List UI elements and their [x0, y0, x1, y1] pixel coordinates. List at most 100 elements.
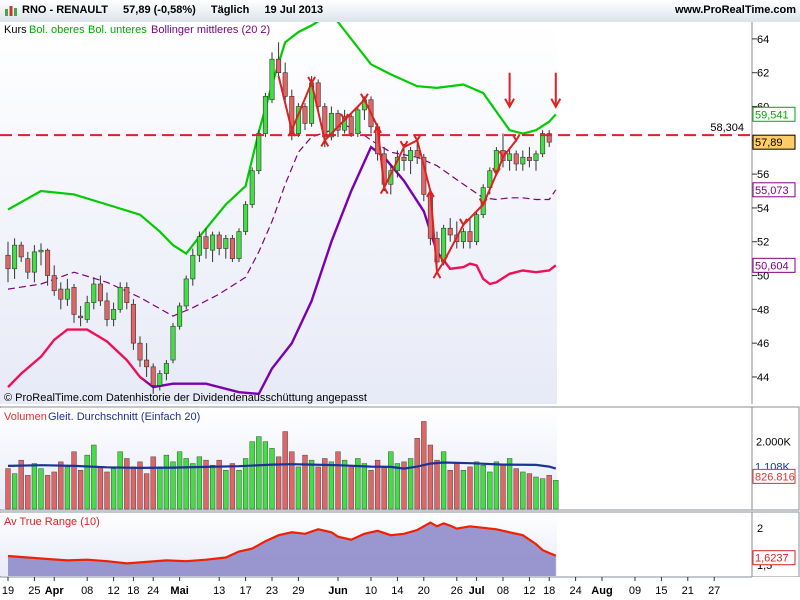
candle-body [203, 236, 209, 249]
volume-panel-border [0, 406, 800, 511]
reference-line-label: 58,304 [710, 122, 744, 134]
candle [25, 251, 31, 279]
last-volume-box [752, 468, 796, 484]
volume-future-area [557, 408, 752, 509]
last-bb-mid: 55,073 [755, 185, 789, 197]
candle-body [493, 150, 499, 172]
volume-ytick-label: 2.000K [756, 437, 792, 449]
x-tick-label: 08 [81, 585, 93, 597]
price-ytick-label: 56 [757, 169, 769, 181]
candle-body [130, 303, 136, 344]
atr-future-area [557, 513, 752, 576]
volume-bar [229, 463, 236, 510]
candle-body [144, 359, 150, 368]
volume-bar [170, 461, 176, 510]
candle [546, 130, 552, 148]
candle-body [210, 234, 216, 251]
atr-panel[interactable]: 21,5 1,6237 Av True Range (10) [0, 511, 800, 578]
candle-body [467, 231, 473, 243]
candle-body [262, 96, 268, 134]
period-label: Täglich [210, 4, 250, 16]
candle [507, 147, 513, 171]
volume-bar [407, 458, 414, 510]
candle [104, 292, 110, 327]
candle [144, 343, 150, 377]
volume-bar [513, 468, 519, 510]
volume-bar [341, 459, 348, 510]
candle [335, 109, 341, 137]
bb-lower-line [7, 145, 557, 396]
legend-atr: Av True Range (10) [4, 516, 100, 528]
candle [117, 282, 123, 313]
volume-bar [249, 441, 255, 510]
price-ytick-label: 62 [757, 68, 769, 80]
volume-bar [183, 458, 189, 510]
x-tick-label: 08 [497, 585, 509, 597]
candle [269, 52, 275, 104]
volume-bar [302, 454, 308, 510]
zigzag-arrowhead [478, 198, 488, 207]
volume-bar [77, 470, 84, 510]
zigzag-arrowhead [360, 93, 369, 102]
x-tick-label: 24 [147, 585, 159, 597]
last-bb-mid-box [752, 182, 796, 198]
candle [71, 283, 77, 323]
brand-label: www.ProRealTime.com [674, 4, 796, 16]
candle [203, 228, 209, 259]
candle-body [335, 112, 341, 131]
candle-body [84, 302, 90, 320]
volume-bar [295, 466, 302, 510]
volume-bar [51, 471, 57, 510]
x-tick-label: 19 [2, 585, 14, 597]
price-yaxis [752, 22, 800, 404]
x-tick-label: 17 [239, 585, 251, 597]
volume-bar [104, 471, 110, 510]
volume-bar [473, 461, 480, 510]
candle [256, 130, 262, 175]
volume-bar [335, 451, 341, 510]
zigzag-arrowhead [492, 167, 501, 177]
x-tick-label: Apr [45, 585, 65, 597]
volume-bar [242, 458, 249, 510]
candle-body [71, 287, 77, 315]
last-volume: 826.816 [755, 471, 795, 483]
chart-canvas[interactable]: 58,304 4446485052545658606264 59,54157,8… [0, 22, 800, 600]
volume-bar [150, 456, 156, 510]
zigzag-arrowhead [307, 76, 316, 85]
candle [210, 231, 216, 263]
volume-bar [31, 463, 38, 510]
date-label: 19 Jul 2013 [264, 4, 324, 16]
candle-body [51, 275, 57, 292]
volume-bar [460, 470, 467, 510]
volume-bar [124, 458, 130, 510]
zigzag-arrowhead [340, 113, 349, 123]
price-ytick-label: 48 [757, 304, 769, 316]
candle-body [447, 227, 453, 236]
candle-body [229, 238, 235, 259]
volume-bar [64, 466, 71, 510]
legend-bb-mid: Bollinger mittleres (20 2) [151, 24, 270, 36]
candle-body [45, 249, 51, 276]
volume-bar [487, 471, 493, 510]
arrow-down-head [504, 98, 515, 109]
price-panel[interactable]: 58,304 4446485052545658606264 59,54157,8… [0, 22, 800, 404]
zigzag-arrowhead [439, 255, 448, 265]
x-tick-label: Aug [591, 585, 612, 597]
x-tick-label: Jul [469, 585, 485, 597]
candle-body [256, 133, 262, 172]
candle-body [190, 254, 196, 280]
price-footnote: © ProRealTime.com Datenhistorie der Divi… [4, 392, 367, 404]
candle [282, 62, 288, 104]
candle [18, 241, 24, 263]
candle-body [513, 153, 519, 165]
last-close: 57,89 [755, 137, 783, 149]
candle [137, 336, 143, 367]
volume-bar [91, 444, 97, 510]
last-atr-box [752, 550, 796, 566]
zigzag-arrowhead [426, 189, 435, 198]
candle-body [5, 254, 11, 270]
zigzag-arrowhead [412, 133, 422, 143]
volume-bar [236, 470, 242, 510]
candle-body [12, 244, 18, 270]
